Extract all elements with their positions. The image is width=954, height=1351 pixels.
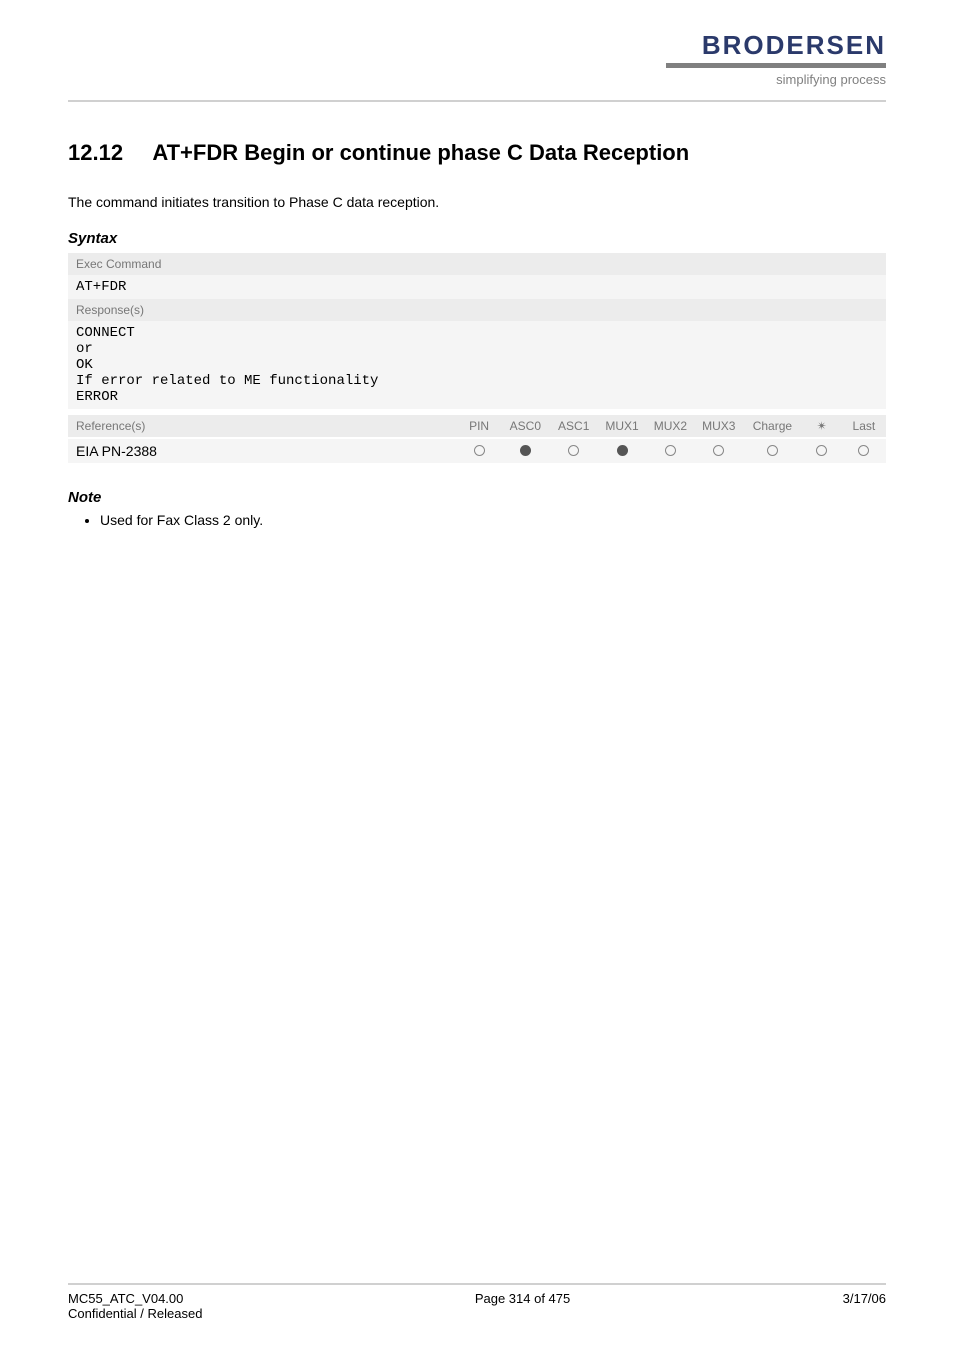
ref-mark-asc0	[501, 439, 549, 463]
footer-center: Page 314 of 475	[475, 1291, 570, 1321]
footer-divider	[68, 1283, 886, 1285]
note-heading: Note	[68, 489, 886, 506]
response-code: CONNECT or OK If error related to ME fun…	[68, 321, 886, 409]
description-text: The command initiates transition to Phas…	[68, 194, 886, 210]
syntax-heading: Syntax	[68, 230, 886, 247]
footer: MC55_ATC_V04.00 Confidential / Released …	[68, 1283, 886, 1321]
ref-col-mux1: MUX1	[598, 415, 646, 437]
ref-col-mux2: MUX2	[646, 415, 694, 437]
ref-col-asc1: ASC1	[550, 415, 598, 437]
exec-code: AT+FDR	[68, 275, 886, 299]
section-title-text: AT+FDR Begin or continue phase C Data Re…	[152, 140, 689, 165]
ref-col-last: Last	[842, 415, 886, 437]
footer-left: MC55_ATC_V04.00 Confidential / Released	[68, 1291, 202, 1321]
syntax-table: Exec Command AT+FDR Response(s) CONNECT …	[68, 253, 886, 413]
response-label: Response(s)	[68, 299, 886, 321]
ref-mark-last	[842, 439, 886, 463]
ref-body-row: EIA PN-2388	[68, 439, 886, 463]
footer-doc-id: MC55_ATC_V04.00	[68, 1291, 183, 1306]
logo-brand: BRODERSEN	[666, 30, 886, 61]
ref-col-star: ✴	[802, 415, 842, 437]
ref-col-pin: PIN	[457, 415, 501, 437]
ref-head-label: Reference(s)	[68, 415, 457, 437]
note-item: Used for Fax Class 2 only.	[100, 512, 886, 528]
ref-col-mux3: MUX3	[695, 415, 743, 437]
exec-label: Exec Command	[68, 253, 886, 275]
ref-mark-pin	[457, 439, 501, 463]
ref-mark-asc1	[550, 439, 598, 463]
reference-table: Reference(s) PIN ASC0 ASC1 MUX1 MUX2 MUX…	[68, 413, 886, 465]
ref-col-asc0: ASC0	[501, 415, 549, 437]
logo-bar	[666, 63, 886, 68]
ref-mark-mux1	[598, 439, 646, 463]
logo-block: BRODERSEN simplifying process	[666, 30, 886, 87]
footer-confidential: Confidential / Released	[68, 1306, 202, 1321]
logo-tagline: simplifying process	[666, 72, 886, 87]
ref-value: EIA PN-2388	[68, 439, 457, 463]
section-heading: 12.12 AT+FDR Begin or continue phase C D…	[68, 140, 886, 166]
ref-mark-mux2	[646, 439, 694, 463]
note-list: Used for Fax Class 2 only.	[68, 512, 886, 528]
ref-mark-charge	[743, 439, 802, 463]
ref-header-row: Reference(s) PIN ASC0 ASC1 MUX1 MUX2 MUX…	[68, 415, 886, 437]
ref-mark-star	[802, 439, 842, 463]
header-divider	[68, 100, 886, 102]
footer-right: 3/17/06	[843, 1291, 886, 1321]
ref-col-charge: Charge	[743, 415, 802, 437]
ref-mark-mux3	[695, 439, 743, 463]
section-number: 12.12	[68, 140, 123, 166]
